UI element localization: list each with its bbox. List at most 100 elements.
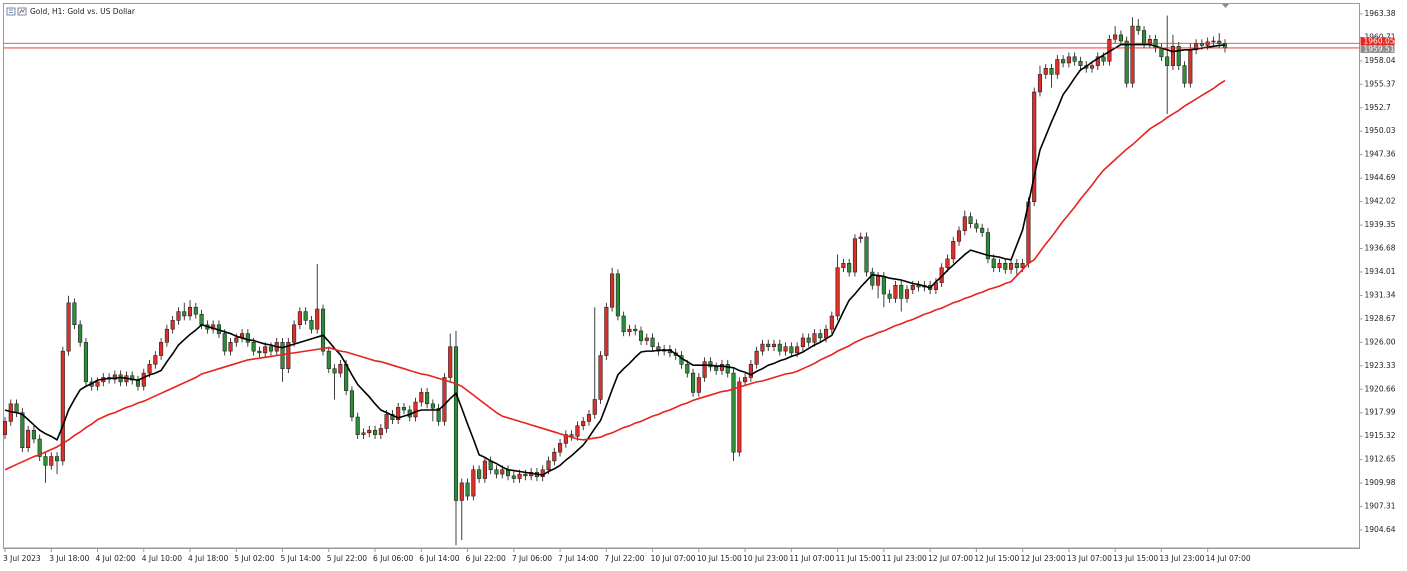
candle-body: [1003, 263, 1008, 270]
candle-body: [737, 381, 742, 453]
candle-body: [1136, 25, 1141, 31]
candle-body: [95, 381, 100, 387]
candle-body: [326, 350, 331, 369]
candle-body: [795, 346, 800, 354]
candle-body: [511, 475, 516, 479]
x-tick-label: 4 Jul 18:00: [188, 554, 228, 563]
candle-body: [945, 258, 950, 268]
candle-body: [725, 364, 730, 374]
y-tick-label: 1952.7: [1365, 103, 1391, 112]
candle-body: [552, 451, 557, 462]
candle-body: [390, 414, 395, 420]
candle-body: [962, 216, 967, 232]
y-tick-label: 1955.37: [1365, 79, 1396, 88]
candle-body: [465, 482, 470, 497]
y-tick-label: 1909.98: [1365, 478, 1396, 487]
candle-body: [251, 342, 256, 352]
candle-body: [344, 364, 349, 391]
candle-body: [1159, 47, 1164, 58]
candle-body: [355, 416, 360, 435]
candle-body: [789, 346, 794, 354]
candle-body: [1101, 56, 1106, 62]
candle-body: [951, 241, 956, 260]
candle-body: [835, 267, 840, 317]
candle-body: [245, 333, 250, 343]
candle-body: [783, 346, 788, 352]
y-tick-label: 1958.04: [1365, 56, 1396, 65]
candle-body: [182, 311, 187, 317]
candle-body: [1043, 68, 1048, 75]
candle-body: [777, 343, 782, 352]
candle-body: [1194, 43, 1199, 51]
candle-body: [887, 293, 892, 299]
candle-body: [31, 429, 36, 440]
candle-body: [899, 284, 904, 299]
candle-body: [650, 337, 655, 347]
candle-body: [621, 315, 626, 333]
x-tick-label: 6 Jul 22:00: [466, 554, 506, 563]
candle-body: [147, 364, 152, 374]
candle-body: [1176, 46, 1181, 66]
candle-body: [176, 311, 181, 321]
candle-body: [303, 311, 308, 321]
candle-body: [2, 421, 8, 435]
candle-body: [685, 364, 690, 374]
x-tick-label: 10 Jul 15:00: [697, 554, 742, 563]
candle-body: [442, 377, 447, 422]
candle-body: [1147, 39, 1152, 44]
candle-body: [373, 429, 378, 435]
y-tick-label: 1942.02: [1365, 197, 1396, 206]
candle-body: [1089, 65, 1095, 69]
candle-body: [870, 271, 875, 286]
x-tick-label: 6 Jul 14:00: [419, 554, 459, 563]
x-tick-label: 12 Jul 15:00: [974, 554, 1019, 563]
candle-body: [638, 330, 644, 341]
candle-body: [1199, 43, 1204, 46]
candle-body: [26, 429, 31, 449]
candle-body: [413, 401, 418, 418]
x-tick-label: 11 Jul 23:00: [882, 554, 927, 563]
candle-body: [1182, 65, 1187, 84]
candle-body: [332, 368, 337, 374]
x-tick-label: 7 Jul 06:00: [512, 554, 552, 563]
candle-body: [112, 374, 117, 380]
x-tick-label: 5 Jul 14:00: [281, 554, 321, 563]
candle-body: [315, 308, 320, 330]
candle-body: [1095, 56, 1100, 66]
candle-body: [83, 342, 88, 383]
x-tick-label: 11 Jul 15:00: [836, 554, 881, 563]
y-tick-label: 1926.00: [1365, 337, 1396, 346]
candle-body: [494, 469, 499, 475]
candle-body: [1142, 30, 1147, 44]
candle-body: [1118, 34, 1123, 42]
y-tick-label: 1923.33: [1365, 361, 1396, 370]
candle-body: [719, 364, 725, 371]
candle-body: [985, 232, 990, 260]
candle-body: [563, 434, 568, 444]
candle-body: [627, 328, 632, 333]
candle-body: [14, 403, 19, 413]
candle-body: [708, 361, 713, 368]
y-tick-label: 1931.34: [1365, 290, 1396, 299]
candle-body: [771, 343, 777, 347]
symbol-icon: [6, 7, 27, 16]
y-tick-label: 1936.68: [1365, 244, 1396, 253]
candle-body: [1049, 68, 1054, 75]
candle-body: [159, 342, 164, 356]
candle-body: [1020, 263, 1025, 268]
moving-average-line: [4, 43, 1226, 476]
y-tick-label: 1912.65: [1365, 455, 1396, 464]
candle-body: [1205, 41, 1210, 46]
candle-body: [517, 473, 522, 479]
candle-body: [453, 346, 459, 501]
candle-body: [170, 320, 175, 330]
candle-body: [268, 346, 274, 352]
candle-body: [141, 372, 146, 387]
candle-body: [471, 469, 476, 497]
candle-body: [378, 428, 383, 435]
candle-body: [286, 342, 291, 369]
x-tick-label: 3 Jul 18:00: [49, 554, 89, 563]
price-label-bg: [1360, 37, 1395, 46]
candle-body: [436, 407, 441, 422]
candle-body: [43, 456, 48, 466]
